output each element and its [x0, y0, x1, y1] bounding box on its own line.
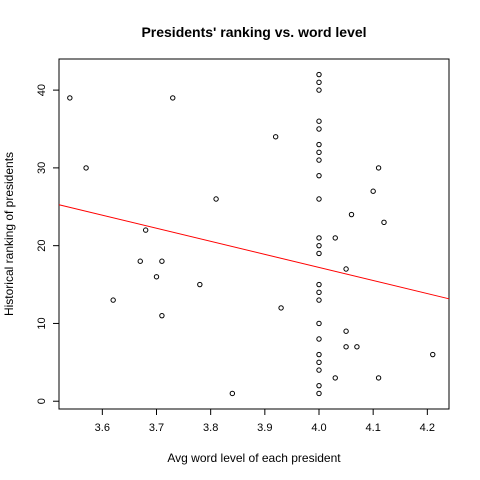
- y-tick-label: 10: [36, 317, 48, 329]
- data-point: [348, 211, 355, 218]
- data-point: [316, 382, 322, 389]
- x-tick-label: 4.2: [420, 422, 435, 434]
- y-axis-label: Historical ranking of presidents: [2, 152, 16, 316]
- data-point: [170, 95, 176, 101]
- data-point: [381, 219, 387, 226]
- x-tick-label: 3.8: [203, 422, 218, 434]
- data-point: [316, 297, 322, 303]
- y-tick-label: 20: [36, 240, 48, 252]
- data-point: [316, 390, 322, 397]
- data-point: [316, 141, 322, 148]
- data-point: [316, 126, 322, 132]
- data-point: [316, 281, 322, 288]
- data-point: [316, 289, 322, 296]
- data-point: [316, 336, 322, 342]
- chart-title: Presidents' ranking vs. word level: [141, 24, 366, 40]
- x-tick-label: 3.6: [95, 422, 110, 434]
- data-point: [83, 165, 89, 171]
- data-point: [332, 375, 338, 381]
- data-point: [137, 258, 143, 264]
- data-point: [316, 242, 322, 249]
- data-point: [316, 118, 322, 124]
- data-point: [229, 390, 236, 397]
- data-point: [316, 320, 322, 327]
- data-point: [213, 196, 219, 202]
- regression-line: [58, 204, 450, 300]
- data-point: [375, 375, 382, 381]
- data-point: [316, 149, 322, 156]
- data-point: [110, 297, 116, 303]
- data-point: [316, 79, 322, 86]
- data-point: [278, 305, 284, 311]
- data-point: [316, 250, 322, 257]
- x-tick-label: 4.1: [366, 422, 381, 434]
- data-point: [370, 188, 376, 194]
- data-point: [159, 312, 165, 319]
- plot-area: [58, 71, 450, 397]
- x-tick-label: 3.7: [149, 422, 164, 434]
- data-point: [375, 165, 382, 171]
- data-point: [159, 258, 165, 264]
- y-axis: 0 10 20 30 40: [36, 84, 59, 404]
- plot-frame: [58, 58, 450, 410]
- data-point: [316, 196, 322, 202]
- data-point: [316, 235, 322, 241]
- data-point: [354, 344, 360, 350]
- data-point: [67, 95, 73, 101]
- data-point: [197, 281, 203, 288]
- data-point: [332, 235, 338, 241]
- data-point: [153, 274, 160, 280]
- y-tick-label: 40: [36, 84, 48, 96]
- y-tick-label: 0: [36, 398, 48, 404]
- x-axis-label: Avg word level of each president: [167, 451, 341, 465]
- y-tick-label: 30: [36, 162, 48, 174]
- data-point: [316, 367, 322, 373]
- x-tick-label: 4.0: [311, 422, 326, 434]
- data-point: [272, 134, 279, 140]
- x-tick-label: 3.9: [257, 422, 272, 434]
- data-point: [316, 172, 322, 179]
- data-point: [316, 87, 322, 93]
- data-point: [343, 266, 349, 272]
- data-point: [430, 351, 436, 358]
- x-axis: 3.6 3.7 3.8 3.9 4.0 4.1 4.2: [95, 409, 435, 434]
- data-point: [343, 344, 349, 350]
- data-point: [316, 359, 322, 366]
- data-point: [343, 328, 349, 334]
- data-point: [316, 157, 322, 163]
- data-point: [316, 71, 322, 78]
- data-point: [142, 227, 149, 233]
- data-point: [316, 351, 322, 358]
